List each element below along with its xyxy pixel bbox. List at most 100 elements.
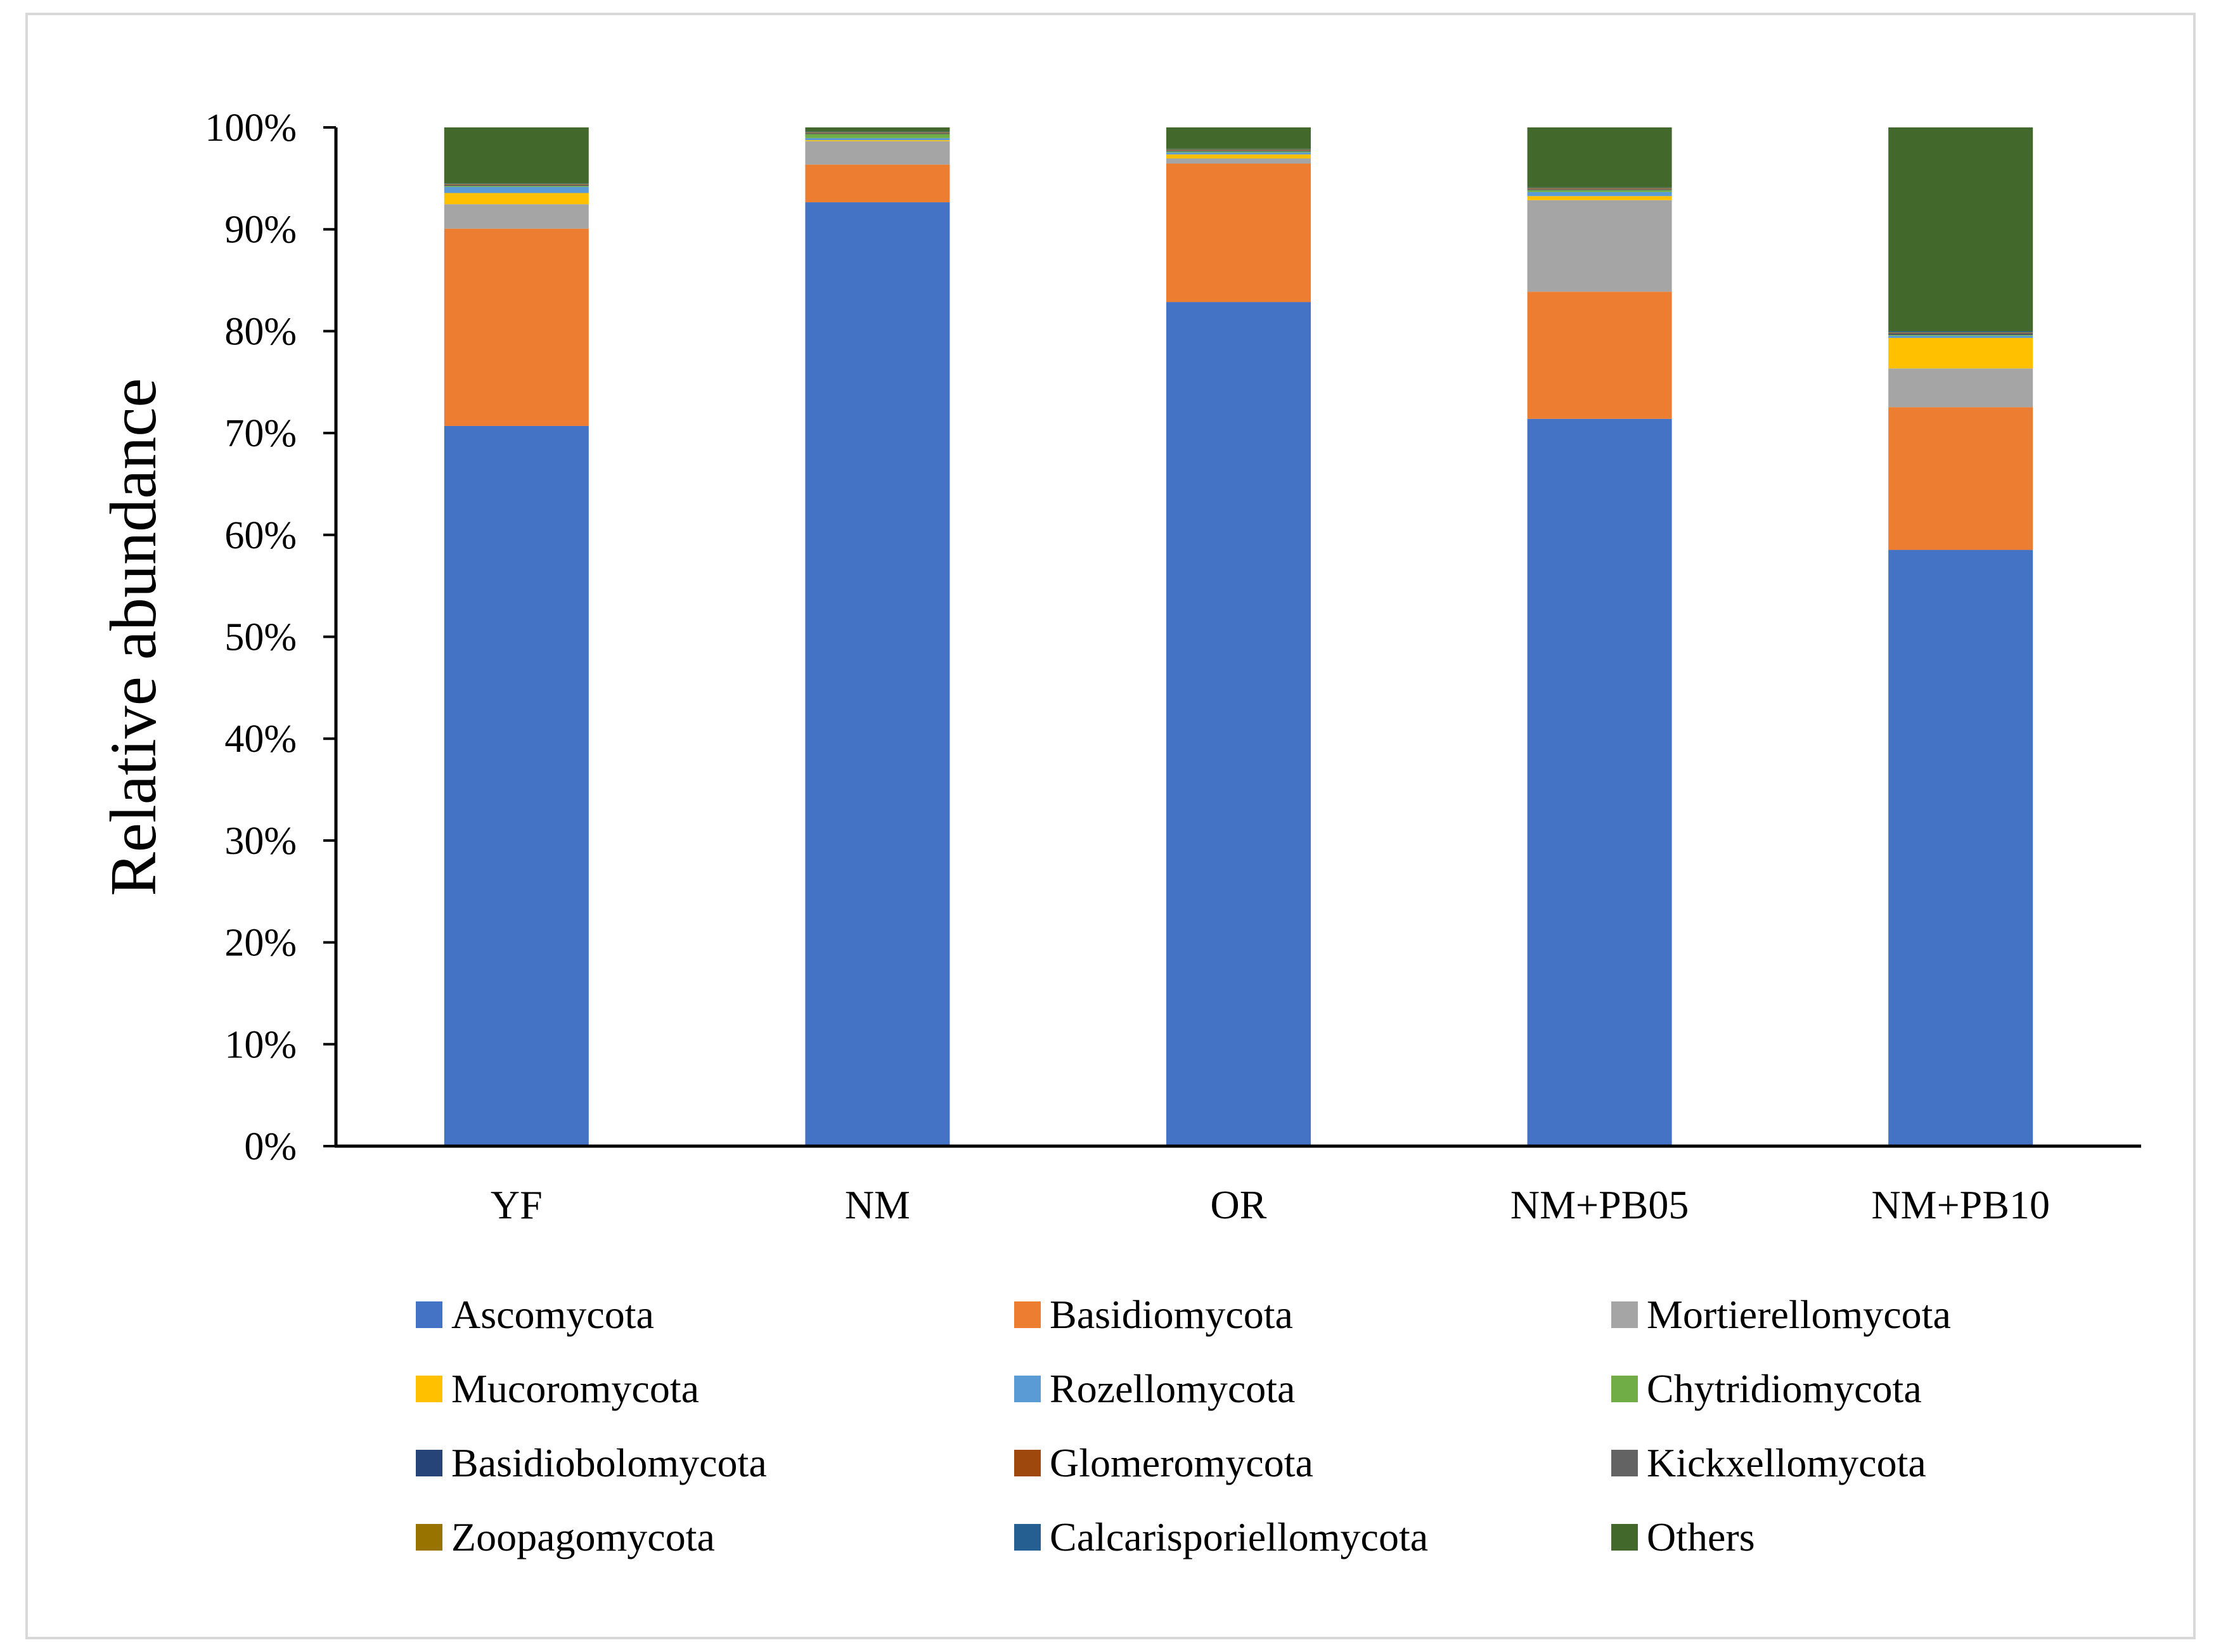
legend-swatch xyxy=(1611,1450,1638,1476)
x-categories-group: YF NM OR NM+PB05 NM+PB10 xyxy=(491,1182,2050,1227)
bar-segment xyxy=(444,185,589,186)
bar-segment xyxy=(444,193,589,205)
bar-segment xyxy=(444,204,589,229)
legend-label: Glomeromycota xyxy=(1050,1440,1313,1485)
bar-segment xyxy=(1166,127,1311,149)
bar-segment xyxy=(805,141,950,165)
bar-segment xyxy=(1888,127,2033,332)
legend-label: Others xyxy=(1647,1514,1755,1559)
y-axis-title-group: Relative abundance xyxy=(97,378,170,896)
bar-segment xyxy=(805,134,950,138)
bar-segment xyxy=(444,127,589,184)
bar-segment xyxy=(1888,333,2033,334)
legend-item: Basidiobolomycota xyxy=(416,1440,767,1485)
bar-segment xyxy=(1888,332,2033,333)
legend-item: Kickxellomycota xyxy=(1611,1440,1926,1485)
bar-segment xyxy=(1527,292,1672,419)
bar-segment xyxy=(444,186,589,187)
bar-segment xyxy=(805,127,950,132)
bar-segment xyxy=(444,184,589,185)
bar-segment xyxy=(1166,148,1311,150)
legend-label: Mortierellomycota xyxy=(1647,1292,1951,1337)
bar-segment xyxy=(1166,154,1311,158)
legend-swatch xyxy=(1611,1376,1638,1402)
bar-segment xyxy=(805,132,950,133)
chart-frame xyxy=(25,13,2196,1639)
bar-segment xyxy=(1166,164,1311,302)
bar-segment xyxy=(1888,335,2033,336)
bar-segment xyxy=(1888,407,2033,550)
legend-item: Calcarisporiellomycota xyxy=(1014,1514,1428,1559)
legend-swatch xyxy=(1014,1376,1041,1402)
x-category-label: NM+PB05 xyxy=(1510,1182,1689,1227)
bar-segment xyxy=(805,140,950,141)
legend-item: Chytridiomycota xyxy=(1611,1366,1922,1411)
bar-segment xyxy=(1527,127,1672,188)
y-tick-label: 20% xyxy=(224,922,297,965)
bar-segment xyxy=(1888,333,2033,335)
bar-segment xyxy=(1527,189,1672,190)
y-tick-label: 40% xyxy=(224,718,297,761)
legend-label: Chytridiomycota xyxy=(1647,1366,1922,1411)
bar-segment xyxy=(1527,188,1672,190)
bar-segment xyxy=(1527,190,1672,192)
bar-segment xyxy=(1527,191,1672,197)
y-ticks-group: 0% 10% 20% 30% 40% 50% 60% 70% 80% 90% 100% xyxy=(205,106,336,1168)
legend-item: Zoopagomycota xyxy=(416,1514,715,1559)
y-tick-label: 50% xyxy=(224,616,297,659)
y-tick-label: 10% xyxy=(224,1023,297,1066)
y-tick-label: 80% xyxy=(224,310,297,353)
y-tick-label: 30% xyxy=(224,820,297,863)
legend-label: Zoopagomycota xyxy=(451,1514,715,1559)
legend-swatch xyxy=(1014,1301,1041,1328)
legend-label: Mucoromycota xyxy=(451,1366,699,1411)
bar-segment xyxy=(444,425,589,1147)
legend-label: Rozellomycota xyxy=(1050,1366,1295,1411)
legend-swatch xyxy=(1611,1524,1638,1551)
bar-segment xyxy=(444,186,589,193)
bar-segment xyxy=(1888,550,2033,1146)
bar-segment xyxy=(805,164,950,203)
legend-item: Ascomycota xyxy=(416,1292,654,1337)
bar-segment xyxy=(805,202,950,1146)
legend-item: Rozellomycota xyxy=(1014,1366,1295,1411)
y-tick-label: 0% xyxy=(244,1125,297,1168)
legend-label: Kickxellomycota xyxy=(1647,1440,1926,1485)
bar-segment xyxy=(444,184,589,186)
x-category-label: NM xyxy=(845,1182,910,1227)
bar-segment xyxy=(1527,200,1672,292)
bar-segment xyxy=(1166,150,1311,151)
bar-segment xyxy=(1888,338,2033,369)
legend-swatch xyxy=(416,1376,442,1402)
legend-item: Glomeromycota xyxy=(1014,1440,1313,1485)
bar-segment xyxy=(805,131,950,132)
bar-segment xyxy=(1166,158,1311,164)
bar-segment xyxy=(1166,151,1311,153)
bar-segment xyxy=(1888,331,2033,333)
x-category-label: NM+PB10 xyxy=(1871,1182,2050,1227)
bar-segment xyxy=(444,228,589,426)
bar-segment xyxy=(1527,196,1672,200)
x-category-label: OR xyxy=(1211,1182,1267,1227)
y-tick-label: 100% xyxy=(205,106,297,150)
y-tick-label: 60% xyxy=(224,514,297,557)
y-tick-label: 90% xyxy=(224,209,297,252)
legend-item: Others xyxy=(1611,1514,1755,1559)
legend-item: Mucoromycota xyxy=(416,1366,699,1411)
bar-segment xyxy=(1166,150,1311,152)
legend-label: Ascomycota xyxy=(451,1292,654,1337)
legend-item: Basidiomycota xyxy=(1014,1292,1293,1337)
y-axis-title: Relative abundance xyxy=(97,378,170,896)
legend-swatch xyxy=(416,1450,442,1476)
bar-segment xyxy=(1166,152,1311,155)
bar-segment xyxy=(1888,368,2033,408)
bar-segment xyxy=(444,183,589,184)
bar-segment xyxy=(805,138,950,141)
legend-swatch xyxy=(416,1524,442,1551)
bar-segment xyxy=(805,132,950,134)
bar-segment xyxy=(1527,418,1672,1146)
legend-swatch xyxy=(1014,1524,1041,1551)
bars-group xyxy=(444,127,2033,1147)
legend-label: Basidiomycota xyxy=(1050,1292,1293,1337)
